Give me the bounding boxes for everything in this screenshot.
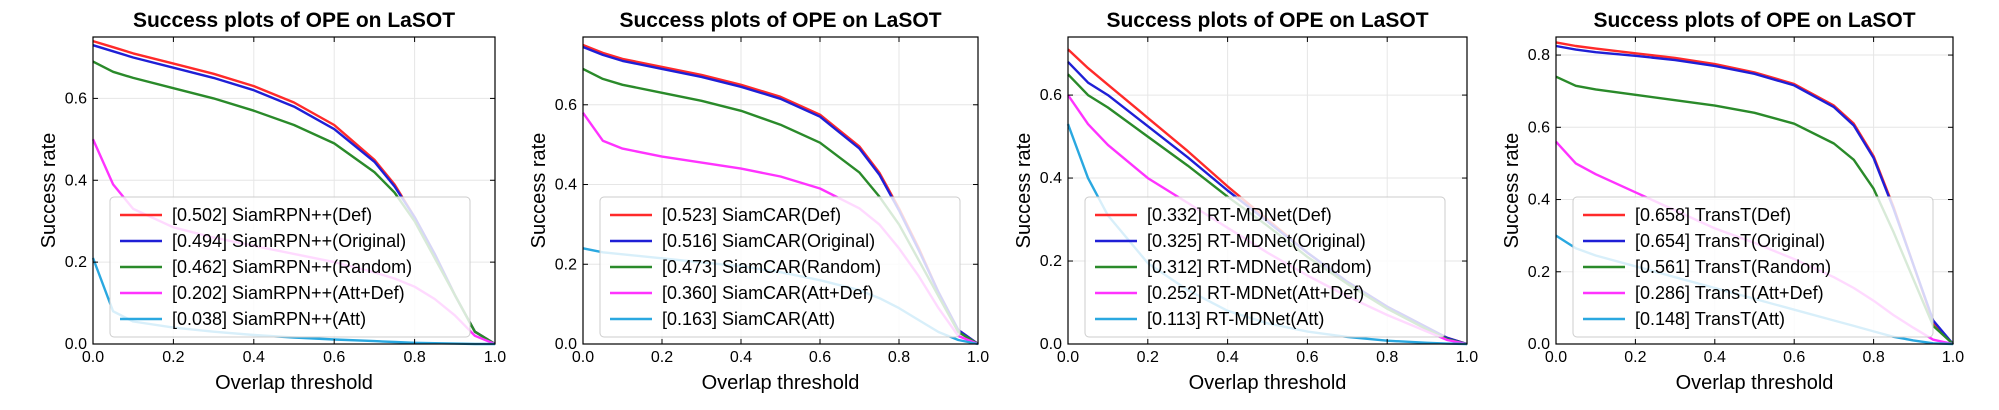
y-tick-label: 0.0 [65, 336, 87, 353]
legend-box [1572, 196, 1934, 338]
y-tick-label: 0.4 [1528, 192, 1550, 209]
x-tick-label: 0.4 [243, 349, 265, 366]
legend: [0.658] TransT(Def) [0.654] TransT(Origin… [1572, 196, 1934, 338]
x-axis-label: Overlap threshold [1676, 372, 1834, 394]
x-tick-label: 0.4 [730, 349, 752, 366]
legend-entry-2: [0.516] SiamCAR(Original) [662, 231, 875, 251]
legend-entry-4: [0.202] SiamRPN++(Att+Def) [172, 283, 405, 303]
chart-title: Success plots of OPE on LaSOT [133, 9, 455, 32]
x-axis-label: Overlap threshold [215, 372, 373, 394]
legend-entry-5: [0.148] TransT(Att) [1635, 309, 1785, 329]
chart-title: Success plots of OPE on LaSOT [1106, 9, 1428, 32]
legend-entry-4: [0.252] RT-MDNet(Att+Def) [1147, 283, 1364, 303]
legend-entry-3: [0.462] SiamRPN++(Random) [172, 257, 412, 277]
chart-panel-3: 0.0 0.2 0.4 0.6 0.8 1.0 0.0 0.2 0.4 0.6 Success pl… [1013, 9, 1478, 394]
x-tick-label: 0.6 [323, 349, 345, 366]
y-tick-label: 0.6 [65, 90, 87, 107]
legend-entry-2: [0.494] SiamRPN++(Original) [172, 231, 406, 251]
x-tick-label: 0.2 [651, 349, 673, 366]
y-axis-label: Success rate [528, 133, 550, 249]
legend-entry-3: [0.473] SiamCAR(Random) [662, 257, 881, 277]
legend-entry-1: [0.502] SiamRPN++(Def) [172, 205, 372, 225]
legend-box [1084, 196, 1446, 338]
chart-title: Success plots of OPE on LaSOT [619, 9, 941, 32]
x-tick-label: 0.8 [888, 349, 910, 366]
legend-entry-2: [0.654] TransT(Original) [1635, 231, 1825, 251]
y-tick-label: 0.6 [1040, 87, 1062, 104]
y-tick-label: 0.0 [555, 336, 577, 353]
legend-entry-4: [0.360] SiamCAR(Att+Def) [662, 283, 874, 303]
legend-entry-5: [0.113] RT-MDNet(Att) [1147, 309, 1324, 329]
plot-frame [1555, 36, 1954, 345]
x-tick-label: 0.2 [1137, 349, 1159, 366]
y-tick-label: 0.2 [1528, 264, 1550, 281]
x-tick-label: 0.2 [1624, 349, 1646, 366]
y-tick-label: 0.4 [65, 172, 87, 189]
y-tick-label: 0.2 [555, 256, 577, 273]
legend: [0.502] SiamRPN++(Def) [0.494] SiamRPN++(… [109, 196, 471, 338]
x-tick-label: 0.8 [403, 349, 425, 366]
x-tick-label: 0.6 [1296, 349, 1318, 366]
legend-entry-1: [0.658] TransT(Def) [1635, 205, 1791, 225]
y-tick-label: 0.2 [1040, 253, 1062, 270]
x-axis-label: Overlap threshold [702, 372, 860, 394]
legend-entry-5: [0.038] SiamRPN++(Att) [172, 309, 366, 329]
y-tick-label: 0.0 [1528, 336, 1550, 353]
legend-entry-2: [0.325] RT-MDNet(Original) [1147, 231, 1366, 251]
x-tick-label: 0.2 [162, 349, 184, 366]
legend-entry-4: [0.286] TransT(Att+Def) [1635, 283, 1824, 303]
chart-title: Success plots of OPE on LaSOT [1593, 9, 1915, 32]
y-axis-label: Success rate [38, 133, 60, 249]
plot-frame [582, 36, 979, 345]
x-tick-label: 0.4 [1704, 349, 1726, 366]
x-tick-label: 1.0 [1456, 349, 1478, 366]
y-tick-label: 0.0 [1040, 336, 1062, 353]
x-tick-label: 0.4 [1216, 349, 1238, 366]
x-tick-label: 0.8 [1376, 349, 1398, 366]
y-tick-label: 0.8 [1528, 47, 1550, 64]
x-tick-label: 0.0 [82, 349, 104, 366]
legend-box [109, 196, 471, 338]
x-tick-label: 0.0 [572, 349, 594, 366]
plot-frame [92, 36, 496, 345]
legend-entry-1: [0.523] SiamCAR(Def) [662, 205, 841, 225]
x-tick-label: 0.0 [1545, 349, 1567, 366]
y-axis-label: Success rate [1501, 133, 1523, 249]
x-axis-label: Overlap threshold [1189, 372, 1347, 394]
y-tick-label: 0.4 [555, 177, 577, 194]
legend: [0.523] SiamCAR(Def) [0.516] SiamCAR(Orig… [599, 196, 961, 338]
x-tick-label: 1.0 [1942, 349, 1964, 366]
legend-entry-1: [0.332] RT-MDNet(Def) [1147, 205, 1332, 225]
x-tick-label: 0.6 [1783, 349, 1805, 366]
x-tick-label: 1.0 [484, 349, 506, 366]
legend-entry-3: [0.561] TransT(Random) [1635, 257, 1831, 277]
y-tick-label: 0.6 [555, 97, 577, 114]
y-tick-label: 0.4 [1040, 170, 1062, 187]
x-tick-label: 0.0 [1057, 349, 1079, 366]
x-tick-label: 0.8 [1862, 349, 1884, 366]
legend-entry-5: [0.163] SiamCAR(Att) [662, 309, 835, 329]
legend: [0.332] RT-MDNet(Def) [0.325] RT-MDNet(Or… [1084, 196, 1446, 338]
chart-panel-1: 0.0 0.2 0.4 0.6 0.8 1.0 0.0 0.2 0.4 0.6 Success pl… [38, 9, 506, 394]
y-tick-label: 0.6 [1528, 119, 1550, 136]
plot-frame [1067, 36, 1468, 345]
x-tick-label: 1.0 [967, 349, 989, 366]
legend-entry-3: [0.312] RT-MDNet(Random) [1147, 257, 1372, 277]
x-tick-label: 0.6 [809, 349, 831, 366]
y-tick-label: 0.2 [65, 254, 87, 271]
chart-panel-4: 0.0 0.2 0.4 0.6 0.8 1.0 0.0 0.2 0.4 0.6 0.8 Success… [1501, 9, 1964, 394]
legend-box [599, 196, 961, 338]
y-axis-label: Success rate [1013, 133, 1035, 249]
chart-panel-2: 0.0 0.2 0.4 0.6 0.8 1.0 0.0 0.2 0.4 0.6 Success pl… [528, 9, 989, 394]
